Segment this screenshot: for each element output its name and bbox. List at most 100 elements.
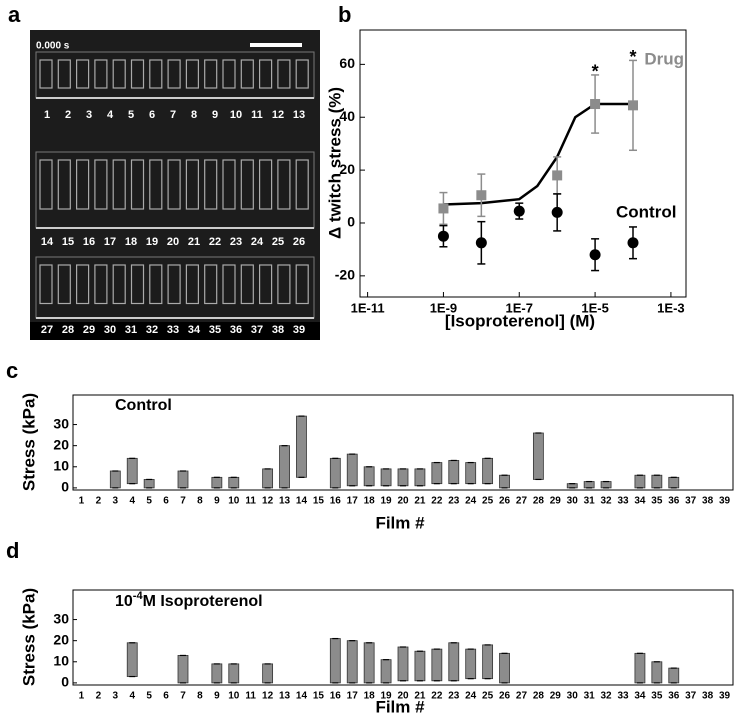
- bar: [296, 415, 307, 478]
- x-tick-label: 21: [414, 496, 426, 507]
- comb: [259, 264, 273, 305]
- bar: [177, 470, 189, 489]
- film-number: 26: [293, 236, 305, 248]
- film-number: 30: [104, 324, 116, 336]
- film-number: 18: [125, 236, 137, 248]
- comb: [75, 59, 90, 89]
- x-tick-label: 8: [197, 691, 203, 702]
- point: [551, 206, 563, 218]
- y-axis-title: Stress (kPa): [19, 393, 38, 491]
- comb: [75, 264, 90, 305]
- point: [590, 99, 601, 110]
- comb: [149, 159, 163, 210]
- significance-mark: *: [592, 62, 599, 82]
- comb: [167, 59, 181, 89]
- bar: [651, 661, 663, 684]
- x-tick-label: 27: [516, 496, 528, 507]
- comb: [240, 159, 254, 210]
- y-tick-label: 60: [339, 55, 355, 71]
- x-tick-label: 10: [228, 496, 240, 507]
- comb: [130, 159, 145, 210]
- legend-label: Drug: [644, 49, 684, 68]
- x-tick-label: 38: [702, 691, 714, 702]
- micrograph-bg: [30, 30, 320, 340]
- bar: [499, 474, 510, 489]
- x-tick-label: 18: [364, 691, 376, 702]
- x-axis-title: [Isoproterenol] (M): [445, 311, 595, 330]
- x-tick-label: 28: [533, 691, 545, 702]
- comb: [94, 59, 108, 89]
- timestamp: 0.000 s: [36, 41, 70, 52]
- x-tick-label: 26: [499, 691, 511, 702]
- panel-label: a: [8, 2, 21, 27]
- comb: [277, 59, 291, 89]
- film-number: 17: [104, 236, 116, 248]
- x-tick-label: 10: [228, 691, 240, 702]
- y-tick-label: 20: [53, 436, 69, 452]
- annotation: 10-4M Isoproterenol: [115, 590, 263, 610]
- x-tick-label: 27: [516, 691, 528, 702]
- x-tick-label: 39: [719, 691, 731, 702]
- x-tick-label: 37: [685, 496, 697, 507]
- film-number: 4: [107, 109, 114, 121]
- comb: [295, 264, 309, 305]
- y-tick-label: 10: [53, 457, 69, 473]
- bar: [329, 638, 341, 684]
- comb: [94, 159, 108, 210]
- comb: [222, 264, 236, 305]
- film-number: 23: [230, 236, 242, 248]
- film-number: 5: [128, 109, 134, 121]
- x-tick-label: 13: [279, 496, 291, 507]
- x-tick-label: 33: [617, 496, 629, 507]
- x-tick-label: 1E-7: [506, 300, 533, 315]
- bar: [668, 476, 680, 489]
- bar: [448, 460, 460, 485]
- bar: [431, 648, 443, 682]
- panel-label: c: [6, 358, 18, 383]
- x-tick-label: 30: [567, 496, 579, 507]
- x-tick-label: 22: [431, 691, 443, 702]
- bar: [600, 481, 612, 489]
- comb: [112, 264, 126, 305]
- comb: [167, 159, 181, 210]
- film-number: 37: [251, 324, 263, 336]
- comb: [149, 59, 163, 89]
- x-tick-label: 23: [448, 691, 460, 702]
- film-number: 16: [83, 236, 95, 248]
- x-tick-label: 25: [482, 691, 494, 702]
- bar: [414, 468, 426, 487]
- bar: [634, 652, 646, 684]
- film-number: 27: [41, 324, 53, 336]
- comb: [277, 264, 291, 305]
- comb: [39, 59, 53, 89]
- x-tick-label: 6: [163, 691, 169, 702]
- film-number: 29: [83, 324, 95, 336]
- x-tick-label: 15: [313, 691, 325, 702]
- film-number: 1: [44, 109, 50, 121]
- bar: [431, 462, 443, 485]
- x-tick-label: 20: [397, 691, 409, 702]
- film-number: 11: [251, 109, 263, 121]
- x-tick-label: 29: [550, 691, 562, 702]
- x-tick-label: 32: [601, 496, 613, 507]
- x-tick-label: 1E-11: [351, 300, 385, 315]
- comb: [185, 159, 199, 210]
- film-number: 14: [41, 236, 54, 248]
- x-tick-label: 4: [129, 691, 135, 702]
- bar: [262, 468, 274, 489]
- legend-label: Control: [616, 202, 676, 221]
- film-number: 25: [272, 236, 284, 248]
- comb: [295, 59, 309, 89]
- x-tick-label: 34: [634, 496, 646, 507]
- y-tick-label: 40: [339, 108, 355, 124]
- point: [513, 205, 525, 217]
- point: [627, 237, 639, 249]
- film-number: 36: [230, 324, 242, 336]
- comb: [112, 59, 126, 89]
- x-tick-label: 1: [79, 496, 85, 507]
- bar: [346, 453, 358, 487]
- bar: [262, 663, 274, 684]
- x-tick-label: 24: [465, 691, 477, 702]
- y-tick-label: 30: [53, 610, 69, 626]
